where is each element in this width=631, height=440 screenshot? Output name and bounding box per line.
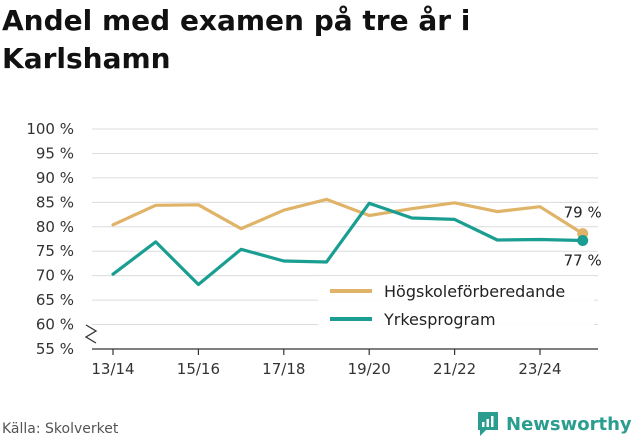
x-tick-label: 17/18 <box>262 360 305 378</box>
legend-label: Yrkesprogram <box>383 310 496 329</box>
source-note: Källa: Skolverket <box>2 421 119 437</box>
y-tick-label: 60 % <box>36 316 74 334</box>
y-tick-label: 65 % <box>36 291 74 309</box>
grid-lines <box>92 128 598 326</box>
axis-break-icon <box>84 324 98 344</box>
data-label: 77 % <box>564 251 602 269</box>
series-line-2 <box>111 201 585 287</box>
legend-label: Högskoleförberedande <box>384 282 565 301</box>
y-tick-label: 70 % <box>36 267 74 285</box>
x-tick-label: 21/22 <box>433 360 476 378</box>
x-tick-label: 15/16 <box>177 360 220 378</box>
legend-background <box>318 276 594 334</box>
series-lines: 79 % 77 % <box>111 197 602 287</box>
y-tick-label: 55 % <box>36 340 74 358</box>
series-end-point-2 <box>577 234 589 246</box>
series-line-1 <box>111 197 585 236</box>
y-tick-label: 75 % <box>36 242 74 260</box>
y-tick-label: 90 % <box>36 169 74 187</box>
newsworthy-brand: Newsworthy <box>506 413 631 435</box>
data-label: 79 % <box>564 204 602 222</box>
x-tick-label: 13/14 <box>91 360 134 378</box>
x-tick-label: 23/24 <box>518 360 561 378</box>
newsworthy-logo-icon <box>478 412 498 436</box>
x-tick-label: 19/20 <box>348 360 391 378</box>
y-axis-ticks: 55 % 60 % 65 % 70 % 75 % 80 % 85 % 90 % 95 % 100 … <box>26 120 98 358</box>
legend: Högskoleförberedande Yrkesprogram <box>318 276 594 334</box>
chart-title: Andel med examen på tre år i Karlshamn <box>2 4 471 75</box>
y-tick-label: 85 % <box>36 193 74 211</box>
y-tick-label: 95 % <box>36 144 74 162</box>
y-tick-label: 80 % <box>36 218 74 236</box>
y-tick-label: 100 % <box>26 120 74 138</box>
newsworthy-logo: Newsworthy <box>476 408 631 440</box>
x-axis: 13/14 15/16 17/18 19/20 21/22 23/24 <box>91 348 598 378</box>
